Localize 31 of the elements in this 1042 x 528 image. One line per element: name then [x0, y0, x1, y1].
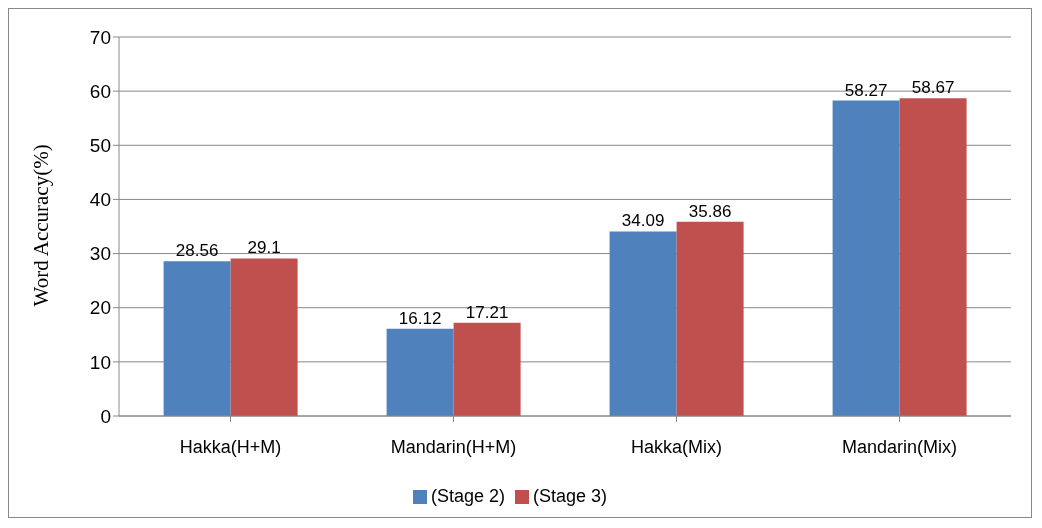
x-tick-label: Hakka(Mix)	[630, 436, 723, 457]
bar	[453, 322, 521, 416]
data-label: 35.86	[688, 201, 732, 221]
y-tick-label: 30	[89, 243, 111, 265]
y-tick-label: 0	[100, 405, 111, 427]
legend-label: (Stage 3)	[533, 486, 608, 506]
bar	[386, 328, 454, 416]
y-axis-title: Word Accuracy(%)	[29, 144, 54, 307]
x-tick-label: Mandarin(Mix)	[841, 436, 958, 457]
data-label: 29.1	[247, 238, 281, 258]
y-tick-label: 50	[89, 135, 111, 157]
bar	[163, 261, 231, 416]
x-tick-label: Mandarin(H+M)	[390, 436, 517, 457]
legend-label: (Stage 2)	[430, 486, 505, 506]
bar	[676, 221, 744, 416]
y-tick-label: 60	[89, 80, 111, 102]
data-label: 28.56	[175, 241, 219, 261]
data-label: 34.09	[621, 211, 665, 231]
bar	[832, 100, 900, 416]
y-tick-label: 40	[89, 189, 111, 211]
bar	[609, 231, 677, 416]
data-label: 58.27	[844, 80, 888, 100]
y-tick-label: 10	[89, 351, 111, 373]
y-tick-label: 70	[89, 26, 111, 48]
bar	[899, 98, 967, 416]
bar	[230, 258, 298, 416]
y-tick-label: 20	[89, 297, 111, 319]
data-label: 16.12	[398, 308, 442, 328]
data-label: 58.67	[911, 78, 955, 98]
data-label: 17.21	[465, 302, 509, 322]
x-tick-label: Hakka(H+M)	[179, 436, 282, 457]
